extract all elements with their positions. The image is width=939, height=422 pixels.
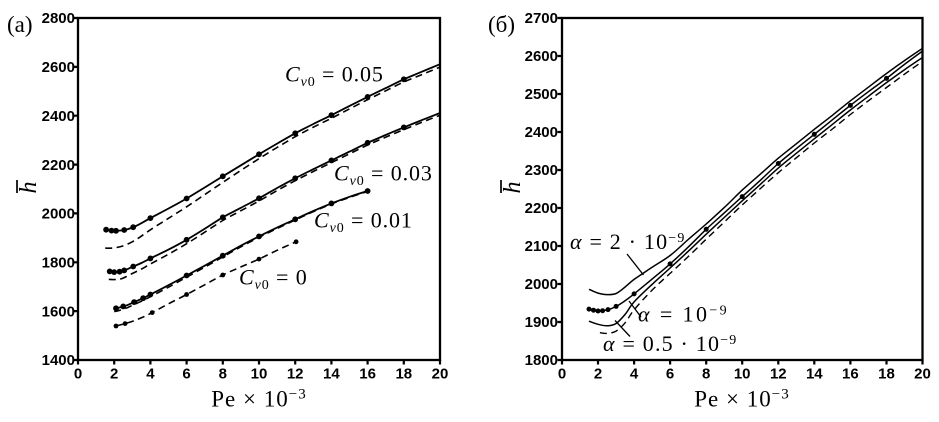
svg-text:12: 12 [287, 366, 304, 383]
svg-text:8: 8 [219, 366, 227, 383]
svg-text:h: h [500, 182, 526, 194]
svg-text:4: 4 [146, 366, 155, 383]
svg-text:α = 2 · 10−9: α = 2 · 10−9 [570, 229, 686, 254]
svg-text:2200: 2200 [42, 157, 75, 174]
svg-text:2600: 2600 [525, 48, 558, 65]
svg-text:(б): (б) [488, 12, 515, 37]
svg-text:20: 20 [914, 366, 931, 383]
svg-text:20: 20 [432, 366, 449, 383]
svg-text:18: 18 [395, 366, 412, 383]
svg-text:2400: 2400 [42, 108, 75, 125]
svg-text:1900: 1900 [525, 314, 558, 331]
svg-text:2200: 2200 [525, 200, 558, 217]
svg-text:Cv0 = 0: Cv0 = 0 [239, 264, 308, 293]
svg-text:8: 8 [702, 366, 710, 383]
svg-text:6: 6 [666, 366, 674, 383]
svg-text:2300: 2300 [525, 162, 558, 179]
svg-text:2400: 2400 [525, 124, 558, 141]
svg-text:0: 0 [74, 366, 82, 383]
svg-text:14: 14 [806, 366, 823, 383]
svg-text:4: 4 [630, 366, 639, 383]
svg-text:1800: 1800 [42, 255, 75, 272]
svg-text:12: 12 [770, 366, 787, 383]
svg-text:2000: 2000 [525, 276, 558, 293]
svg-text:18: 18 [878, 366, 895, 383]
svg-text:0: 0 [558, 366, 566, 383]
svg-text:(a): (a) [7, 12, 33, 37]
svg-text:2: 2 [110, 366, 118, 383]
svg-text:Cv0 = 0.01: Cv0 = 0.01 [314, 207, 413, 236]
svg-text:α = 0.5 · 10−9: α = 0.5 · 10−9 [603, 331, 737, 356]
svg-text:h: h [16, 182, 42, 194]
svg-text:6: 6 [182, 366, 190, 383]
svg-text:2000: 2000 [42, 206, 75, 223]
svg-text:1800: 1800 [525, 352, 558, 369]
svg-text:10: 10 [734, 366, 751, 383]
svg-text:2100: 2100 [525, 238, 558, 255]
svg-text:2500: 2500 [525, 86, 558, 103]
svg-text:2: 2 [594, 366, 602, 383]
svg-text:Cv0 = 0.05: Cv0 = 0.05 [285, 62, 384, 91]
svg-text:14: 14 [323, 366, 340, 383]
svg-text:2700: 2700 [525, 10, 558, 27]
svg-text:2600: 2600 [42, 59, 75, 76]
svg-text:Cv0 = 0.03: Cv0 = 0.03 [334, 160, 433, 189]
svg-text:16: 16 [359, 366, 376, 383]
svg-text:1400: 1400 [42, 352, 75, 369]
svg-text:2800: 2800 [42, 10, 75, 27]
svg-text:16: 16 [842, 366, 859, 383]
svg-text:1600: 1600 [42, 303, 75, 320]
svg-text:10: 10 [251, 366, 268, 383]
